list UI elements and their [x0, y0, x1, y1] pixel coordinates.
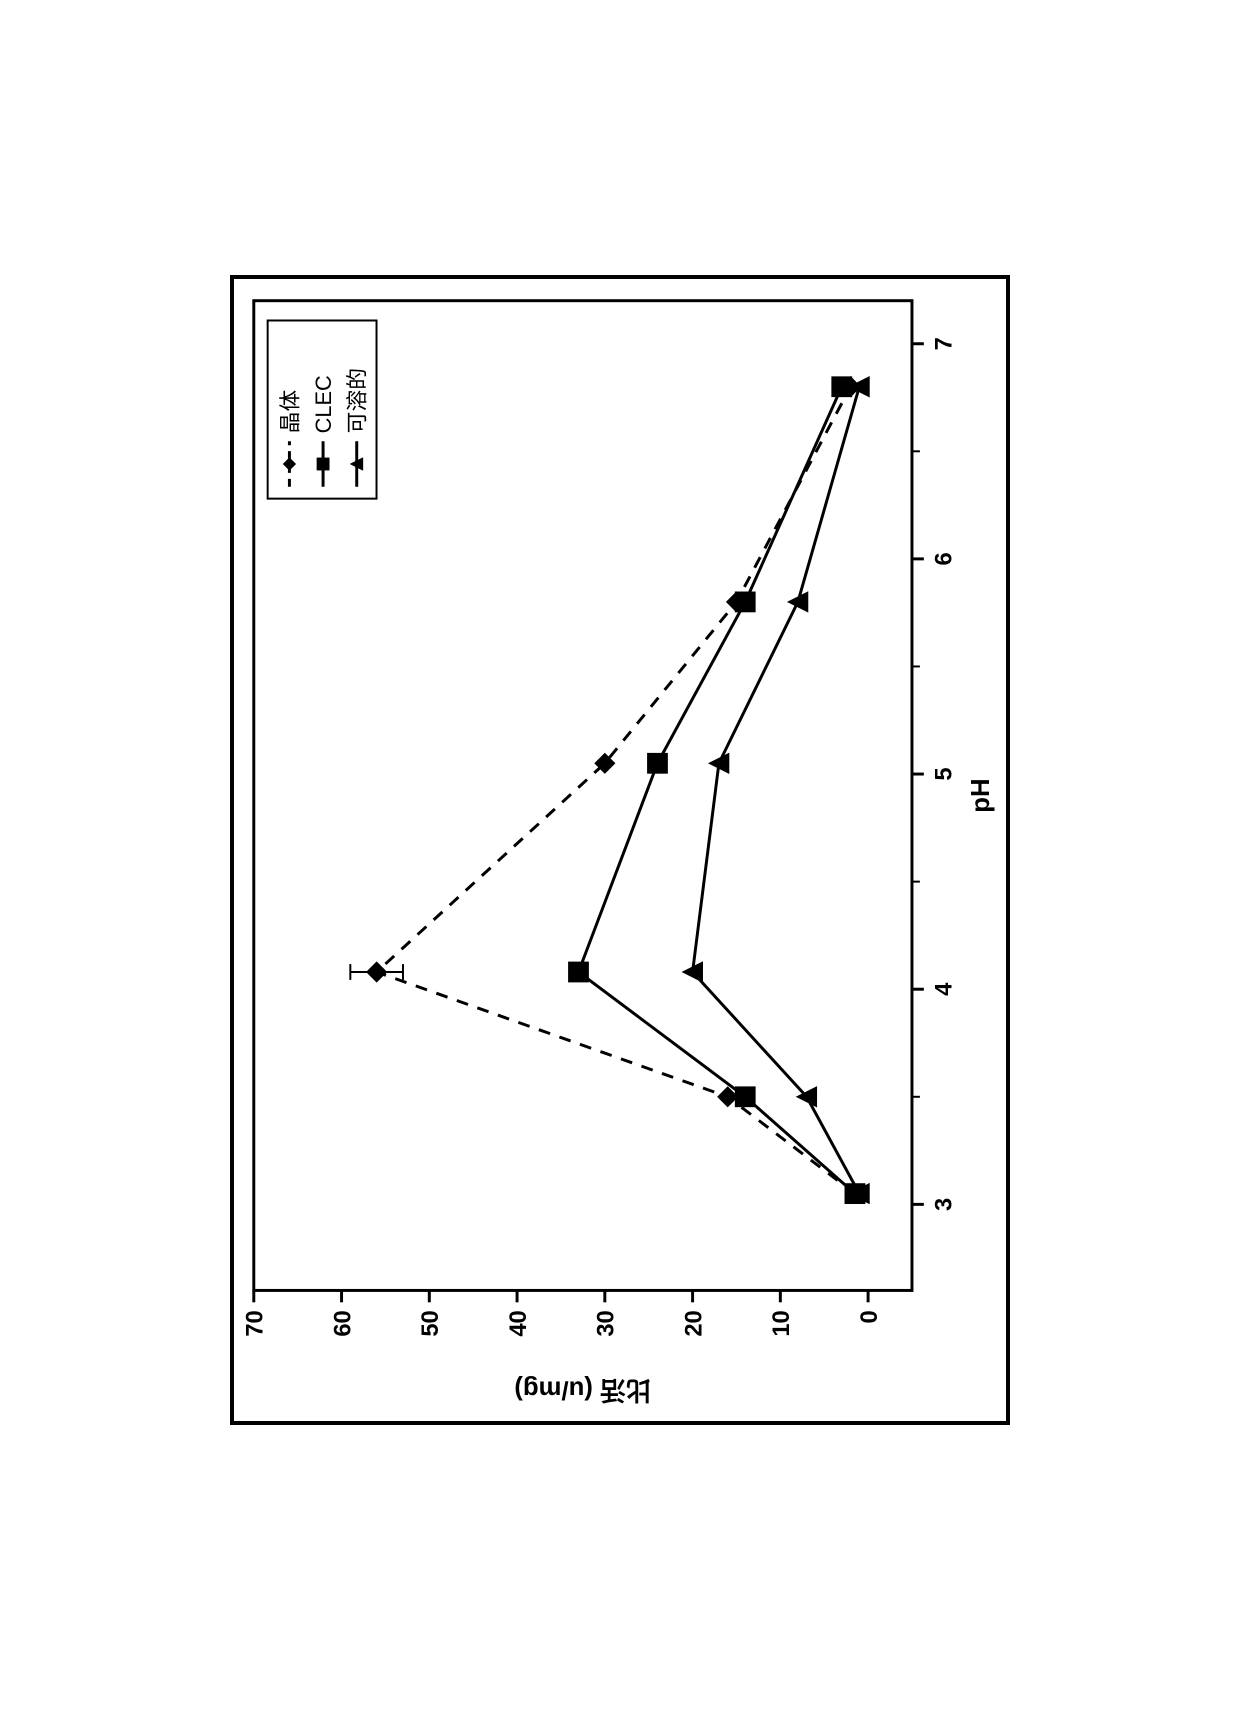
- square-marker: [317, 458, 329, 470]
- square-marker: [569, 962, 589, 982]
- x-axis-label: pH: [967, 778, 995, 812]
- legend-label: 晶体: [277, 390, 302, 434]
- triangle-marker: [788, 592, 808, 612]
- y-tick-label: 20: [680, 1310, 707, 1336]
- legend-label: 可溶的: [345, 368, 370, 433]
- series-line-可溶的: [693, 387, 860, 1194]
- y-tick-label: 30: [593, 1310, 620, 1336]
- y-tick-label: 50: [417, 1310, 444, 1336]
- page: 0 10 20 30 40 50 60 70 3 4 5 6 7 pH 比活 (u/mg) 晶体 CLEC 可溶的: [0, 0, 1240, 1722]
- y-tick-label: 60: [329, 1310, 356, 1336]
- diamond-marker: [367, 962, 387, 982]
- square-marker: [735, 592, 755, 612]
- y-tick-label: 40: [505, 1310, 532, 1336]
- square-marker: [735, 1087, 755, 1107]
- x-tick-label: 3: [931, 1198, 958, 1211]
- square-marker: [648, 753, 668, 773]
- x-tick-label: 4: [931, 982, 958, 996]
- y-axis-label: 比活 (u/mg): [514, 1375, 651, 1404]
- chart-container: 0 10 20 30 40 50 60 70 3 4 5 6 7 pH 比活 (u/mg) 晶体 CLEC 可溶的: [230, 275, 1010, 1425]
- x-tick-label: 7: [931, 337, 958, 350]
- y-tick-label: 0: [856, 1310, 883, 1323]
- x-tick-label: 5: [931, 767, 958, 780]
- y-tick-label: 10: [768, 1310, 795, 1336]
- x-tick-label: 6: [931, 552, 958, 565]
- legend: 晶体 CLEC 可溶的: [268, 320, 377, 498]
- y-tick-label: 70: [242, 1310, 269, 1336]
- chart-svg: 0 10 20 30 40 50 60 70 3 4 5 6 7 pH 比活 (u/mg) 晶体 CLEC 可溶的: [234, 279, 1006, 1421]
- legend-label: CLEC: [311, 375, 336, 433]
